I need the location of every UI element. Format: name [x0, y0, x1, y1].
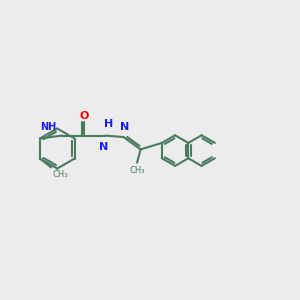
Text: N: N	[99, 142, 108, 152]
Text: H: H	[104, 119, 113, 129]
Text: CH₃: CH₃	[52, 170, 68, 179]
Text: O: O	[80, 111, 89, 121]
Text: NH: NH	[40, 122, 56, 132]
Text: N: N	[120, 122, 130, 132]
Text: CH₃: CH₃	[129, 166, 145, 175]
